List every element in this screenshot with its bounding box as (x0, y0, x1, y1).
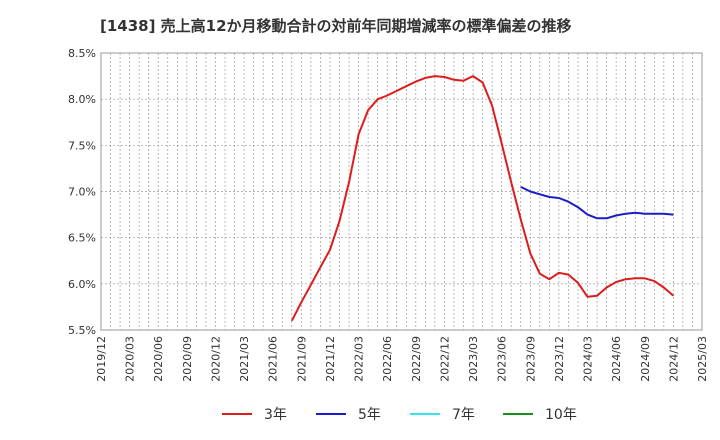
legend-label: 5年 (358, 407, 381, 423)
x-tick-label: 2021/03 (238, 336, 251, 382)
x-tick-label: 2020/12 (209, 336, 222, 382)
x-tick-label: 2020/03 (124, 336, 137, 382)
x-tick-label: 2022/03 (353, 336, 366, 382)
x-tick-label: 2022/06 (381, 336, 394, 382)
y-tick-label: 8.5% (68, 47, 96, 60)
x-tick-label: 2019/12 (95, 336, 108, 382)
x-tick-label: 2024/12 (667, 336, 680, 382)
y-tick-label: 6.0% (68, 278, 96, 291)
y-tick-label: 5.5% (68, 324, 96, 337)
x-tick-label: 2020/09 (181, 336, 194, 382)
legend-label: 10年 (545, 407, 577, 423)
x-tick-label: 2024/03 (582, 336, 595, 382)
chart-title: [1438] 売上高12か月移動合計の対前年同期増減率の標準偏差の推移 (100, 17, 572, 35)
x-tick-label: 2021/12 (324, 336, 337, 382)
x-tick-label: 2023/12 (553, 336, 566, 382)
x-tick-label: 2021/09 (295, 336, 308, 382)
series-line-5年 (520, 185, 674, 220)
x-tick-label: 2020/06 (152, 336, 165, 382)
legend-label: 7年 (452, 407, 475, 423)
y-tick-label: 8.0% (68, 93, 96, 106)
y-axis-ticks: 8.5% 8.0% 7.5% 7.0% 6.5% 6.0% 5.5% (68, 47, 96, 337)
series-line-3年 (290, 75, 675, 322)
legend: 3年 5年 7年 10年 (222, 407, 577, 423)
x-tick-label: 2022/12 (438, 336, 451, 382)
x-tick-label: 2021/06 (267, 336, 280, 382)
x-tick-label: 2022/09 (410, 336, 423, 382)
y-tick-label: 7.5% (68, 139, 96, 152)
x-axis-ticks: 2019/12 2020/03 2020/06 2020/09 2020/12 2021/… (95, 336, 709, 382)
series-lines (290, 75, 675, 322)
x-tick-label: 2024/06 (610, 336, 623, 382)
x-tick-label: 2023/03 (467, 336, 480, 382)
y-tick-label: 6.5% (68, 232, 96, 245)
x-tick-label: 2023/09 (524, 336, 537, 382)
legend-label: 3年 (264, 407, 287, 423)
grid (101, 53, 702, 330)
x-tick-label: 2024/09 (639, 336, 652, 382)
x-tick-label: 2025/03 (696, 336, 709, 382)
y-tick-label: 7.0% (68, 186, 96, 199)
x-tick-label: 2023/06 (496, 336, 509, 382)
